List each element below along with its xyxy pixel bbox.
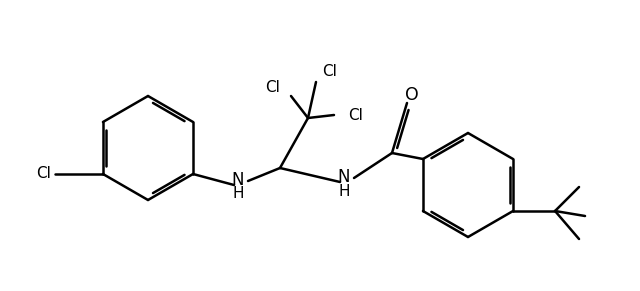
Text: Cl: Cl bbox=[323, 65, 337, 79]
Text: N: N bbox=[232, 171, 244, 189]
Text: Cl: Cl bbox=[349, 107, 364, 123]
Text: N: N bbox=[338, 168, 350, 186]
Text: O: O bbox=[405, 86, 419, 104]
Text: Cl: Cl bbox=[36, 166, 51, 182]
Text: H: H bbox=[232, 187, 244, 201]
Text: H: H bbox=[339, 184, 349, 198]
Text: Cl: Cl bbox=[266, 81, 280, 95]
